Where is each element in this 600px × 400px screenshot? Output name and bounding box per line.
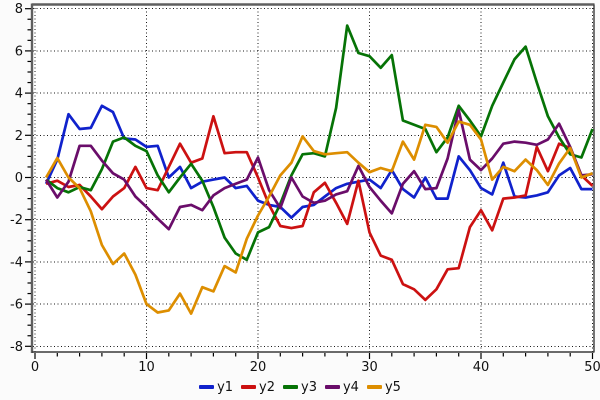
y-axis-tick-label: 6 bbox=[15, 44, 23, 59]
y-axis-tick-label: 8 bbox=[15, 2, 23, 17]
legend-item-y5: y5 bbox=[366, 379, 401, 395]
legend-item-y3: y3 bbox=[283, 381, 317, 394]
series-line-y3 bbox=[45, 24, 594, 262]
legend-item-y2: y2 bbox=[241, 381, 275, 394]
legend-swatch-y1 bbox=[199, 385, 215, 389]
x-axis-tick-label: 50 bbox=[584, 360, 600, 375]
legend-swatch-y5 bbox=[366, 385, 382, 389]
y-axis-tick-label: -4 bbox=[10, 255, 23, 270]
y-axis-tick-label: 0 bbox=[15, 171, 23, 186]
legend-label-y5: y5 bbox=[384, 379, 401, 395]
legend-item-y1: y1 bbox=[199, 381, 233, 394]
legend-swatch-y3 bbox=[283, 385, 299, 389]
series-line-y4 bbox=[44, 108, 593, 231]
x-axis-tick-label: 0 bbox=[31, 360, 39, 375]
series-line-y5 bbox=[44, 120, 593, 315]
y-axis-tick-label: -2 bbox=[10, 213, 23, 228]
legend-label-y3: y3 bbox=[301, 379, 317, 395]
legend-swatch-y2 bbox=[241, 385, 257, 389]
legend-label-y2: y2 bbox=[259, 379, 276, 395]
series-line-y2 bbox=[45, 114, 594, 302]
x-axis-tick-label: 10 bbox=[138, 360, 155, 375]
legend-label-y1: y1 bbox=[217, 379, 234, 395]
x-axis-tick-label: 20 bbox=[250, 360, 267, 375]
x-axis-tick-label: 30 bbox=[361, 360, 378, 375]
chart-legend: y1 y2 y3 y4 y5 bbox=[0, 377, 600, 397]
legend-label-y4: y4 bbox=[342, 379, 359, 395]
x-axis-tick-label: 40 bbox=[473, 360, 490, 375]
legend-item-y4: y4 bbox=[324, 379, 359, 395]
legend-swatch-y4 bbox=[324, 385, 340, 389]
plot-area bbox=[33, 4, 594, 352]
y-axis-tick-label: -6 bbox=[10, 298, 23, 313]
y-axis-tick-label: 2 bbox=[15, 129, 23, 144]
y-axis-tick-label: -8 bbox=[10, 340, 23, 355]
y-axis-tick-label: 4 bbox=[15, 87, 23, 102]
